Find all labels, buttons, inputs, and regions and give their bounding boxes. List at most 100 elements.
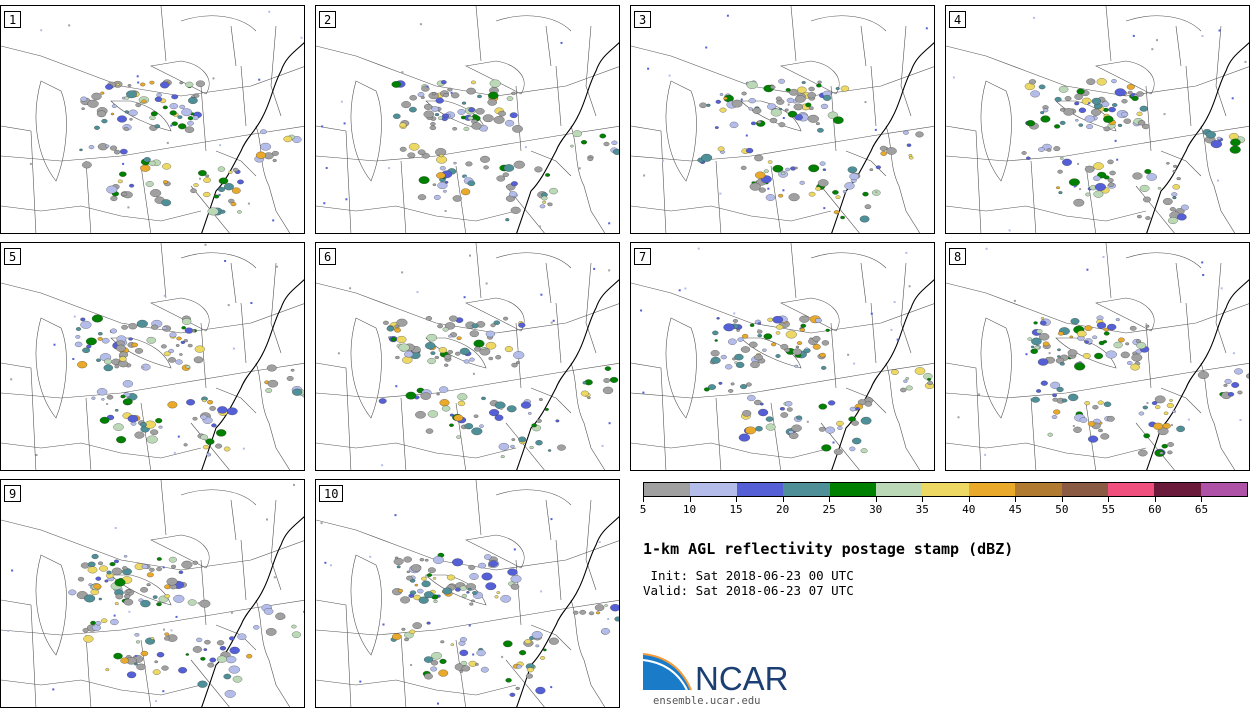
colorbar-tick-label: 30 <box>869 503 883 516</box>
reflectivity-cell <box>548 637 559 645</box>
reflectivity-cell <box>1053 409 1061 415</box>
reflectivity-cell <box>123 555 128 558</box>
reflectivity-cell <box>162 105 168 110</box>
reflectivity-cell <box>114 408 119 412</box>
reflectivity-cell <box>213 194 220 199</box>
reflectivity-speck <box>122 162 125 165</box>
boundary-line <box>1 362 37 470</box>
reflectivity-speck <box>823 207 826 210</box>
reflectivity-cell <box>503 164 515 172</box>
reflectivity-cell <box>799 180 805 185</box>
reflectivity-cell <box>510 181 518 187</box>
reflectivity-cell <box>121 191 128 197</box>
colorbar-segment <box>968 483 1016 496</box>
reflectivity-cell <box>429 125 437 131</box>
reflectivity-cell <box>914 367 926 375</box>
reflectivity-cell <box>183 339 188 343</box>
reflectivity-cell <box>231 187 241 194</box>
reflectivity-cell <box>758 187 766 193</box>
reflectivity-cell <box>421 580 431 588</box>
reflectivity-cell <box>1028 79 1037 85</box>
colorbar-tick <box>782 497 784 502</box>
reflectivity-map <box>316 6 619 233</box>
reflectivity-cell <box>440 640 445 644</box>
reflectivity-cell <box>104 579 109 583</box>
coastline <box>201 279 304 470</box>
reflectivity-cell <box>194 345 205 353</box>
reflectivity-cell <box>844 182 855 190</box>
reflectivity-cell <box>443 189 447 193</box>
reflectivity-cell <box>778 78 785 84</box>
boundary-line <box>860 262 867 304</box>
reflectivity-cell <box>1136 111 1143 117</box>
reflectivity-cell <box>1033 321 1038 325</box>
reflectivity-cell <box>80 317 86 322</box>
reflectivity-cell <box>1031 396 1040 403</box>
reflectivity-cell <box>1107 323 1117 331</box>
boundary-line <box>316 282 619 334</box>
boundary-line <box>505 422 545 470</box>
reflectivity-cell <box>860 448 868 454</box>
reflectivity-cell <box>1094 352 1104 360</box>
reflectivity-cell <box>192 646 203 653</box>
reflectivity-speck <box>1220 287 1223 290</box>
reflectivity-cell <box>529 445 534 450</box>
boundary-line <box>350 554 382 656</box>
reflectivity-speck <box>782 117 785 119</box>
reflectivity-cell <box>1103 175 1110 180</box>
reflectivity-speck <box>1116 158 1119 161</box>
reflectivity-cell <box>440 80 447 85</box>
reflectivity-cell <box>265 628 277 636</box>
boundary-line <box>1200 362 1236 470</box>
reflectivity-cell <box>179 104 186 109</box>
reflectivity-cell <box>156 652 165 658</box>
reflectivity-speck <box>1201 35 1204 38</box>
reflectivity-cell <box>1050 381 1061 389</box>
reflectivity-cell <box>1145 216 1151 220</box>
reflectivity-cell <box>536 418 542 423</box>
boundary-line <box>946 125 982 233</box>
reflectivity-cell <box>595 611 601 615</box>
reflectivity-cell <box>812 335 821 342</box>
reflectivity-cell <box>286 376 294 381</box>
reflectivity-cell <box>449 315 458 322</box>
reflectivity-cell <box>419 558 425 562</box>
reflectivity-cell <box>106 185 118 194</box>
reflectivity-cell <box>770 85 776 90</box>
boundary-line <box>316 442 517 459</box>
boundary-line <box>946 362 982 470</box>
colorbar-tick-label: 45 <box>1008 503 1022 516</box>
boundary-line <box>631 442 832 459</box>
reflectivity-cell <box>164 636 170 641</box>
reflectivity-cell <box>515 686 520 690</box>
boundary-line <box>190 422 230 470</box>
reflectivity-cell <box>136 663 146 671</box>
boundary-line <box>1 599 37 707</box>
reflectivity-cell <box>423 110 435 119</box>
reflectivity-speck <box>608 222 611 225</box>
reflectivity-cell <box>1076 88 1085 95</box>
reflectivity-cell <box>1168 217 1178 224</box>
reflectivity-cell <box>1216 136 1222 140</box>
reflectivity-cell <box>740 384 748 390</box>
reflectivity-cell <box>927 377 932 381</box>
boundary-line <box>1215 25 1227 117</box>
reflectivity-cell <box>478 562 487 569</box>
reflectivity-cell <box>161 665 169 671</box>
reflectivity-cell <box>229 636 235 641</box>
reflectivity-cell <box>203 177 211 183</box>
reflectivity-cell <box>123 127 129 131</box>
reflectivity-map <box>946 243 1249 470</box>
reflectivity-cell <box>796 415 803 420</box>
reflectivity-speck <box>684 287 687 290</box>
reflectivity-speck <box>204 243 207 246</box>
reflectivity-cell <box>729 121 739 129</box>
reflectivity-cell <box>1153 422 1164 430</box>
reflectivity-speck <box>219 144 222 147</box>
boundary-line <box>160 6 167 62</box>
reflectivity-cell <box>121 324 128 330</box>
reflectivity-cell <box>205 174 210 178</box>
reflectivity-cell <box>788 430 794 434</box>
reflectivity-cell <box>822 94 832 101</box>
reflectivity-cell <box>85 337 97 346</box>
